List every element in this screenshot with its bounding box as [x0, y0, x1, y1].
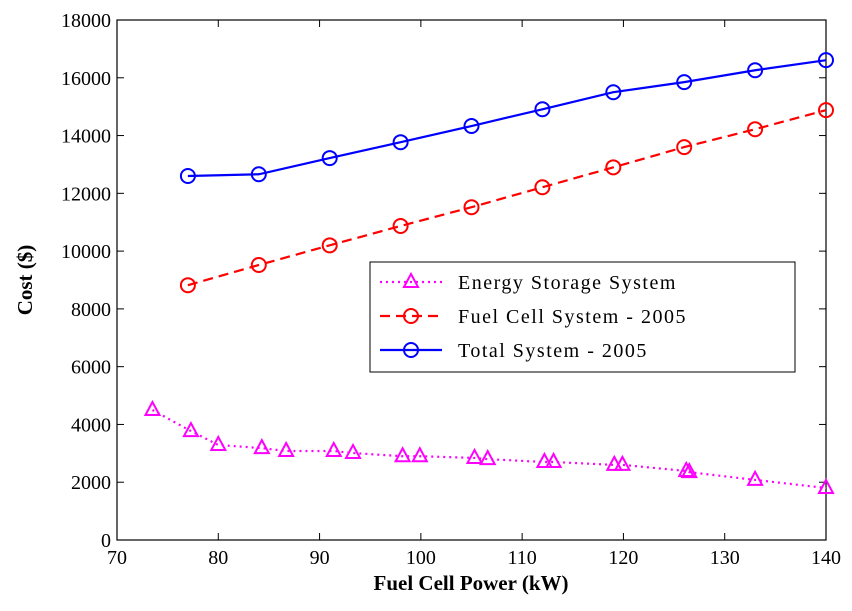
marker — [535, 451, 554, 468]
y-tick-label: 10000 — [61, 241, 111, 263]
legend-marker — [403, 342, 419, 358]
y-tick-label: 2000 — [71, 472, 111, 494]
marker — [676, 139, 693, 156]
legend-marker — [403, 308, 419, 324]
marker — [534, 179, 551, 196]
marker — [818, 102, 834, 119]
marker — [250, 256, 267, 273]
marker — [747, 121, 764, 138]
marker — [463, 118, 480, 135]
legend-marker — [402, 271, 420, 288]
marker — [179, 277, 196, 294]
legend-box — [369, 261, 796, 373]
marker — [605, 159, 622, 176]
x-axis-label: Fuel Cell Power (kW) — [374, 571, 569, 595]
marker — [143, 399, 162, 416]
marker — [479, 449, 497, 466]
x-tick-label: 70 — [107, 547, 127, 569]
x-tick-label: 120 — [608, 547, 638, 569]
marker — [411, 446, 429, 463]
marker — [392, 134, 409, 151]
y-tick-label: 14000 — [61, 126, 111, 148]
x-tick-label: 100 — [406, 547, 436, 569]
marker — [321, 150, 338, 167]
x-tick-label: 140 — [811, 547, 841, 569]
marker — [182, 420, 200, 438]
marker — [209, 434, 227, 451]
marker — [465, 447, 484, 464]
x-tick-label: 90 — [310, 547, 330, 569]
series-line — [187, 59, 827, 178]
marker — [747, 62, 764, 79]
marker — [344, 442, 362, 460]
marker — [321, 237, 338, 254]
y-tick-label: 6000 — [71, 357, 111, 379]
legend-label: Total System - 2005 — [458, 340, 648, 362]
x-tick-label: 80 — [208, 547, 228, 569]
marker — [392, 217, 409, 234]
legend-label: Energy Storage System — [458, 272, 677, 294]
x-tick-label: 130 — [710, 547, 740, 569]
legend-label: Fuel Cell System - 2005 — [458, 306, 687, 328]
marker — [250, 166, 267, 183]
x-tick-label: 110 — [508, 547, 537, 569]
marker — [179, 168, 196, 184]
marker — [325, 440, 343, 458]
y-tick-label: 12000 — [61, 183, 111, 205]
y-tick-label: 18000 — [61, 10, 111, 32]
y-tick-label: 4000 — [71, 414, 111, 436]
marker — [746, 469, 764, 486]
marker — [544, 451, 563, 468]
marker — [605, 84, 622, 101]
y-tick-label: 8000 — [71, 299, 111, 321]
y-tick-label: 0 — [101, 530, 111, 552]
marker — [253, 438, 271, 455]
marker — [676, 74, 693, 91]
marker — [393, 446, 412, 463]
y-axis-label: Cost ($) — [13, 245, 37, 316]
marker — [680, 462, 698, 479]
marker — [463, 199, 480, 216]
series-line — [187, 109, 827, 287]
marker — [534, 101, 551, 118]
marker — [817, 477, 835, 494]
series-line — [151, 409, 827, 490]
marker — [277, 440, 295, 458]
marker — [677, 460, 695, 477]
y-tick-label: 16000 — [61, 68, 111, 90]
marker — [613, 454, 632, 471]
marker — [818, 52, 834, 69]
